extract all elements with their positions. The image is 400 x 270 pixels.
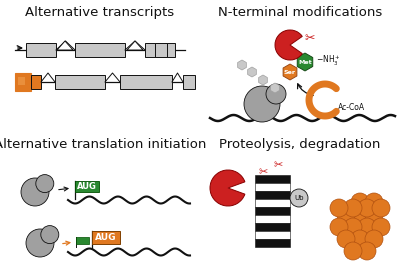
FancyBboxPatch shape [255, 231, 290, 238]
Circle shape [344, 218, 362, 236]
Wedge shape [275, 30, 302, 60]
Circle shape [365, 193, 383, 211]
FancyBboxPatch shape [255, 175, 290, 183]
Text: AUG: AUG [77, 182, 97, 191]
FancyBboxPatch shape [92, 231, 120, 244]
Circle shape [330, 218, 348, 236]
Circle shape [21, 178, 49, 206]
Polygon shape [127, 41, 143, 50]
Circle shape [337, 230, 355, 248]
FancyBboxPatch shape [15, 73, 31, 91]
Circle shape [330, 199, 348, 217]
Text: Met: Met [298, 60, 312, 65]
Circle shape [26, 229, 54, 257]
FancyBboxPatch shape [26, 43, 56, 57]
Circle shape [266, 84, 286, 104]
FancyBboxPatch shape [31, 75, 41, 89]
Circle shape [358, 199, 376, 217]
FancyBboxPatch shape [120, 75, 172, 89]
FancyBboxPatch shape [255, 183, 290, 191]
Circle shape [290, 189, 308, 207]
Circle shape [344, 242, 362, 260]
FancyBboxPatch shape [255, 223, 290, 231]
FancyBboxPatch shape [76, 237, 89, 244]
FancyBboxPatch shape [255, 191, 290, 198]
FancyBboxPatch shape [145, 43, 175, 57]
Circle shape [358, 218, 376, 236]
Text: Ub: Ub [294, 195, 304, 201]
FancyBboxPatch shape [255, 207, 290, 214]
Text: Ser: Ser [284, 70, 296, 75]
FancyBboxPatch shape [255, 239, 290, 247]
FancyBboxPatch shape [155, 43, 167, 57]
Circle shape [372, 199, 390, 217]
FancyBboxPatch shape [255, 199, 290, 207]
Text: Alternative transcripts: Alternative transcripts [26, 6, 174, 19]
Text: Alternative translation initiation: Alternative translation initiation [0, 138, 206, 151]
Wedge shape [210, 170, 245, 206]
Polygon shape [57, 41, 73, 50]
Circle shape [372, 218, 390, 236]
FancyBboxPatch shape [183, 75, 195, 89]
Circle shape [351, 230, 369, 248]
Circle shape [365, 230, 383, 248]
FancyBboxPatch shape [255, 215, 290, 222]
Circle shape [244, 86, 280, 122]
Circle shape [365, 206, 383, 224]
Text: ✂: ✂ [305, 32, 315, 45]
Text: N-terminal modifications: N-terminal modifications [218, 6, 382, 19]
Text: AUG: AUG [95, 233, 117, 242]
Circle shape [358, 242, 376, 260]
Circle shape [351, 193, 369, 211]
Text: ✂: ✂ [258, 167, 268, 177]
FancyBboxPatch shape [75, 181, 99, 192]
Circle shape [41, 226, 59, 244]
Circle shape [36, 175, 54, 193]
Text: ✂: ✂ [273, 160, 283, 170]
Text: $-\mathrm{NH_3^+}$: $-\mathrm{NH_3^+}$ [316, 54, 341, 68]
Circle shape [344, 199, 362, 217]
Circle shape [351, 206, 369, 224]
FancyBboxPatch shape [55, 75, 105, 89]
FancyBboxPatch shape [75, 43, 125, 57]
FancyBboxPatch shape [18, 77, 25, 85]
Text: Ac-CoA: Ac-CoA [338, 103, 365, 112]
Text: Proteolysis, degradation: Proteolysis, degradation [219, 138, 381, 151]
Circle shape [337, 206, 355, 224]
